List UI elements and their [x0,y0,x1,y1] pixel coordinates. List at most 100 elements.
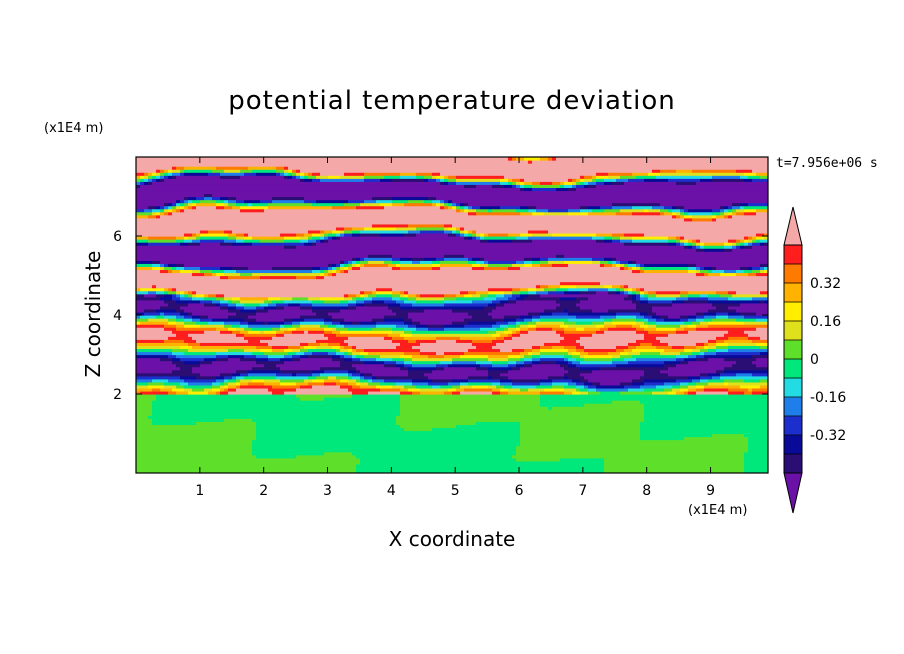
field-cell [156,169,161,173]
field-cell [512,378,541,383]
field-cell [500,381,513,386]
field-cell [460,336,497,340]
field-cell [284,236,301,240]
field-cell [696,242,701,246]
field-cell [160,208,165,213]
field-cell [228,199,237,204]
field-cell [164,324,177,328]
field-cell [240,378,253,383]
field-cell [520,430,641,435]
field-cell [136,469,357,473]
field-cell [312,172,321,176]
field-cell [712,266,717,271]
field-cell [320,372,349,377]
field-cell [572,184,577,188]
field-cell [520,354,525,359]
field-cell [676,390,685,395]
field-cell [352,451,517,456]
field-cell [472,263,481,267]
field-cell [660,208,669,213]
field-cell [356,466,605,471]
field-cell [404,232,417,237]
field-cell [276,330,285,334]
field-cell [392,254,445,258]
field-cell [620,236,633,240]
field-cell [528,160,533,164]
field-cell [684,236,745,240]
field-cell [464,254,557,258]
field-cell [472,293,481,298]
field-cell [420,260,433,264]
field-cell [136,299,165,304]
field-cell [740,239,745,243]
field-cell [296,172,301,176]
field-cell [512,336,565,340]
field-cell [604,263,613,267]
field-cell [744,460,768,465]
field-cell [256,308,269,313]
field-cell [540,345,553,350]
field-cell [344,172,365,176]
field-cell [748,333,768,337]
colorbar-under-triangle [783,472,803,514]
field-cell [532,232,553,237]
field-cell [568,357,577,362]
field-cell [552,327,565,331]
field-cell [492,299,501,304]
field-cell [348,351,353,356]
field-cell [440,266,473,271]
field-cell [136,445,253,450]
field-cell [236,202,249,207]
field-cell [664,211,673,216]
field-cell [380,232,405,237]
field-cell [220,302,229,307]
field-cell [400,260,413,264]
field-cell [616,345,629,350]
field-cell [140,181,145,185]
field-cell [400,400,541,404]
field-cell [492,360,509,365]
field-cell [644,387,665,392]
field-cell [348,348,353,353]
field-cell [748,202,768,207]
field-cell [236,381,241,386]
colorbar-swatch [784,321,802,341]
field-cell [136,254,369,258]
field-cell [616,311,641,316]
field-cell [168,211,173,216]
field-cell [644,381,665,386]
field-cell [632,354,677,359]
field-cell [168,263,177,267]
field-cell [308,330,325,334]
field-cell [708,308,737,313]
field-cell [472,266,485,271]
field-cell [256,345,273,350]
field-cell [656,175,713,179]
field-cell [148,172,153,176]
field-cell [292,296,309,301]
field-cell [300,175,305,179]
field-cell [600,381,621,386]
field-cell [272,299,285,304]
field-cell [408,223,445,228]
field-cell [464,387,493,392]
field-cell [360,381,369,386]
field-cell [412,257,425,261]
field-cell [284,330,293,334]
field-cell [320,296,345,301]
field-cell [312,372,321,377]
field-cell [708,296,729,301]
field-cell [492,381,501,386]
field-cell [328,266,333,271]
field-cell [168,287,173,292]
field-cell [372,196,393,201]
field-cell [752,245,768,249]
field-cell [432,427,521,432]
field-cell [340,236,465,240]
field-cell [164,208,169,213]
field-cell [400,333,413,337]
field-cell [708,321,745,325]
field-cell [348,263,353,267]
field-cell [444,302,489,307]
colorbar-swatch [784,340,802,360]
